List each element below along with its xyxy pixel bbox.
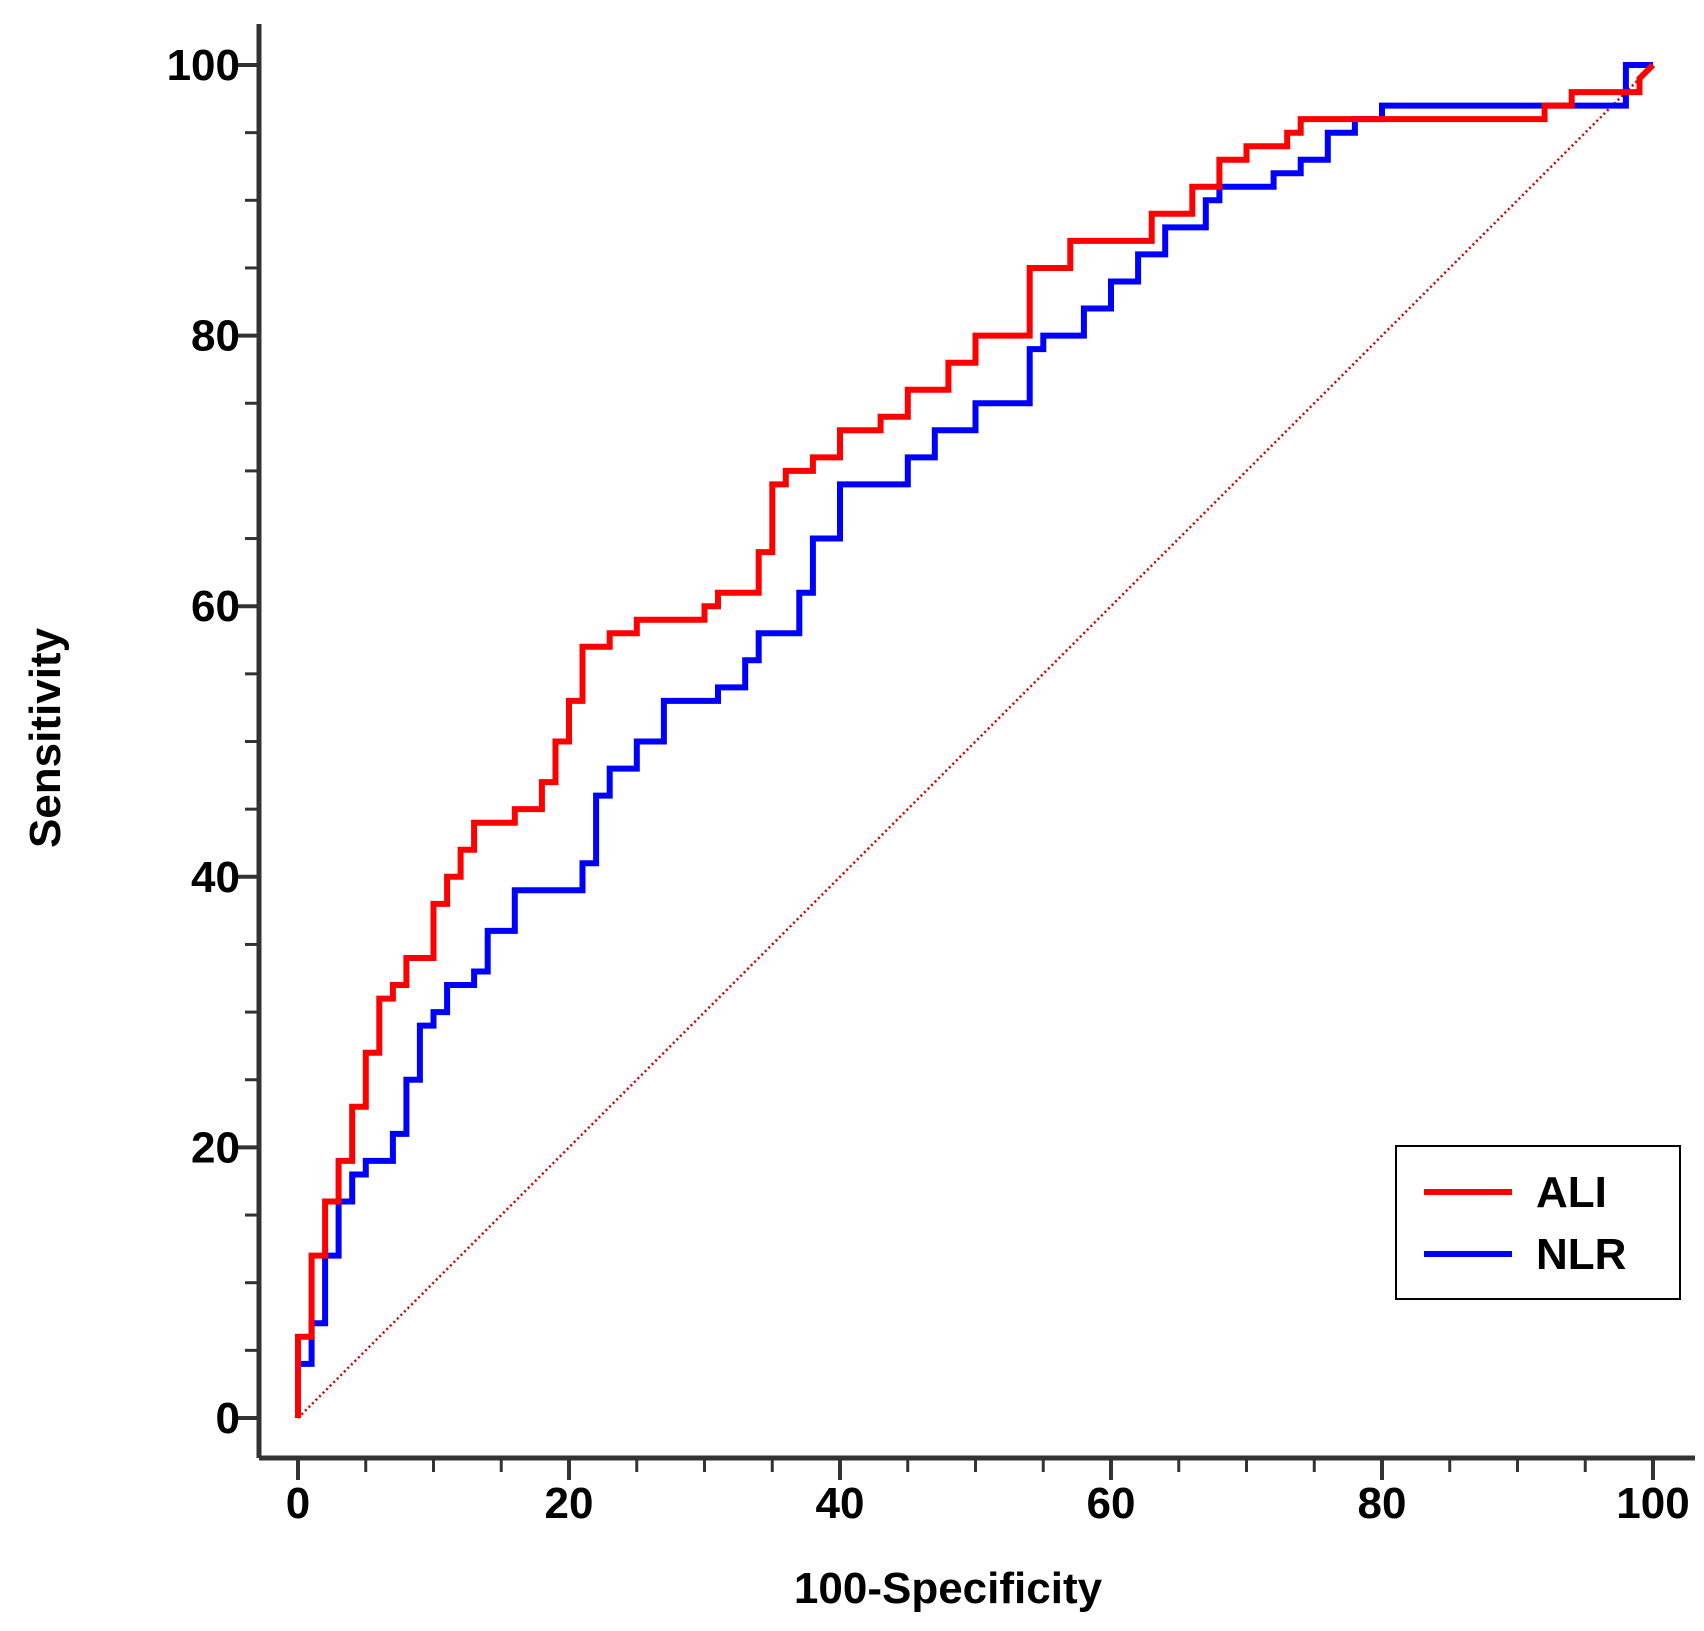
x-tick-label: 40 (816, 1479, 865, 1528)
x-tick-label: 100 (1616, 1479, 1689, 1528)
legend-label-ali: ALI (1536, 1168, 1607, 1217)
y-axis-title: Sensitivity (21, 627, 70, 848)
legend: ALI NLR (1395, 1145, 1681, 1300)
series-line-ali (295, 62, 1656, 1418)
x-tick-label: 60 (1087, 1479, 1136, 1528)
x-tick-label: 20 (545, 1479, 594, 1528)
axes: 0 20 40 60 80 100 0 20 40 60 80 100 (167, 24, 1695, 1528)
y-tick-label: 80 (191, 312, 240, 361)
plot-area (295, 62, 1656, 1419)
x-axis-title: 100-Specificity (794, 1564, 1103, 1613)
y-tick-label: 20 (191, 1123, 240, 1172)
x-tick-label: 0 (286, 1479, 310, 1528)
series-line-nlr (295, 62, 1653, 1418)
legend-box (1395, 1145, 1681, 1300)
reference-diagonal-line (297, 64, 1654, 1419)
y-tick-label: 100 (167, 41, 240, 90)
y-tick-label: 60 (191, 582, 240, 631)
legend-label-nlr: NLR (1536, 1230, 1626, 1279)
y-tick-label: 40 (191, 853, 240, 902)
x-tick-label: 80 (1358, 1479, 1407, 1528)
y-tick-label: 0 (216, 1394, 240, 1443)
